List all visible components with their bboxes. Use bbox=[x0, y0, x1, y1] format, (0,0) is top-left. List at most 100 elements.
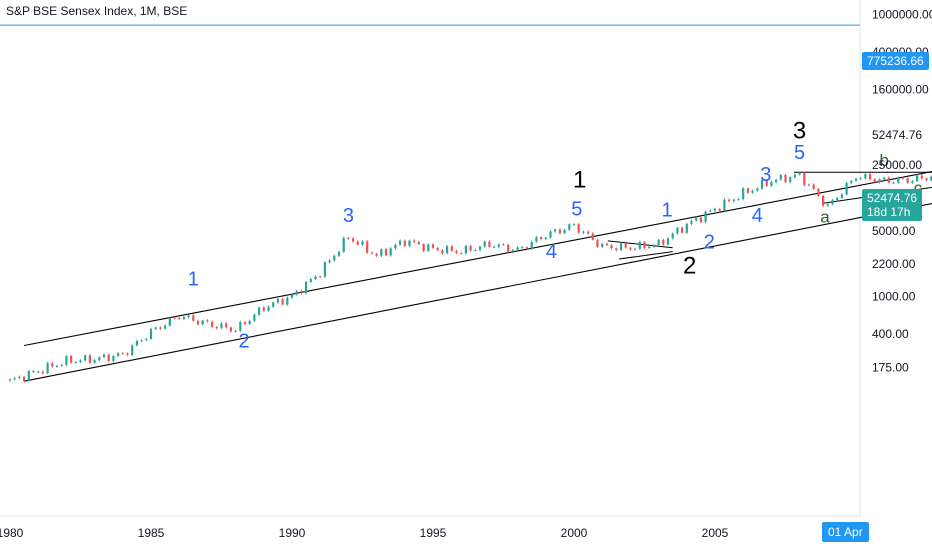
candle-body bbox=[394, 244, 397, 249]
candle-body bbox=[859, 178, 862, 180]
candle-body bbox=[488, 241, 491, 247]
candle-body bbox=[337, 251, 341, 256]
candle-body bbox=[826, 204, 829, 206]
candle-body bbox=[201, 320, 204, 325]
candle-body bbox=[18, 376, 21, 379]
candle-body bbox=[845, 182, 848, 195]
y-tick-label: 400.00 bbox=[872, 327, 909, 341]
candle-body bbox=[290, 294, 294, 298]
channel-line-0 bbox=[23, 170, 932, 347]
candle-body bbox=[276, 299, 279, 303]
candle-body bbox=[568, 224, 571, 230]
candle-body bbox=[695, 217, 698, 221]
candle-body bbox=[450, 246, 453, 251]
wave-label-blue-2: 2 bbox=[704, 231, 715, 253]
candle-body bbox=[55, 365, 59, 367]
candle-body bbox=[60, 364, 63, 366]
chart-title: S&P BSE Sensex Index, 1M, BSE bbox=[6, 4, 188, 18]
candle-body bbox=[793, 174, 796, 178]
y-tick-label: 52474.76 bbox=[872, 128, 922, 142]
candle-body bbox=[441, 250, 444, 254]
countdown-value: 18d 17h bbox=[867, 205, 911, 219]
candle-body bbox=[248, 320, 251, 324]
wave-label-blue-4: 4 bbox=[752, 205, 763, 227]
candle-body bbox=[168, 317, 171, 326]
candles bbox=[8, 171, 932, 383]
candle-body bbox=[925, 178, 928, 181]
candle-body bbox=[502, 244, 505, 246]
current-price-value: 52474.76 bbox=[867, 191, 918, 205]
candle-body bbox=[117, 353, 120, 356]
candle-body bbox=[46, 363, 49, 374]
candle-body bbox=[577, 224, 580, 233]
candle-body bbox=[413, 240, 416, 243]
candle-body bbox=[342, 237, 345, 252]
candle-body bbox=[474, 250, 477, 252]
candle-body bbox=[243, 322, 247, 324]
candle-body bbox=[88, 355, 91, 363]
wave-label-blue-1: 1 bbox=[661, 199, 672, 221]
candle-body bbox=[507, 244, 510, 252]
candle-body bbox=[789, 177, 792, 183]
candle-body bbox=[361, 241, 364, 245]
candle-body bbox=[883, 177, 886, 180]
candle-body bbox=[610, 245, 613, 249]
candle-body bbox=[873, 179, 876, 183]
candle-body bbox=[920, 175, 923, 179]
candle-body bbox=[27, 371, 30, 382]
candle-body bbox=[427, 244, 430, 251]
candle-body bbox=[587, 231, 590, 234]
x-axis-ticks: 1980198519901995200020052010201520202025… bbox=[0, 526, 870, 540]
candle-body bbox=[417, 242, 420, 245]
candle-body bbox=[854, 178, 858, 181]
wave-label-blue-2: 2 bbox=[238, 331, 249, 353]
candle-body bbox=[911, 180, 914, 183]
candle-body bbox=[305, 281, 308, 294]
x-tick-label: 1985 bbox=[138, 526, 165, 540]
candle-body bbox=[892, 182, 895, 184]
candle-body bbox=[145, 338, 148, 341]
wave-label-green-b: b bbox=[879, 151, 888, 170]
candle-body bbox=[356, 241, 359, 245]
current-price-tag: 52474.76 18d 17h bbox=[862, 189, 923, 221]
channel-line-1 bbox=[23, 202, 932, 382]
candle-body bbox=[384, 249, 388, 256]
candle-body bbox=[389, 248, 392, 256]
candle-body bbox=[455, 250, 458, 254]
candle-body bbox=[718, 208, 721, 211]
candle-body bbox=[366, 241, 369, 253]
wave-label-blue-1: 1 bbox=[188, 269, 199, 291]
candle-body bbox=[831, 200, 834, 205]
candle-body bbox=[469, 245, 472, 251]
candle-body bbox=[685, 223, 688, 233]
candle-body bbox=[8, 379, 12, 381]
candle-body bbox=[742, 188, 745, 200]
candle-body bbox=[239, 322, 242, 331]
candle-body bbox=[380, 249, 383, 256]
candle-body bbox=[765, 180, 768, 186]
candle-body bbox=[70, 356, 73, 363]
candle-body bbox=[812, 184, 815, 190]
candle-body bbox=[704, 211, 707, 223]
candle-body bbox=[319, 276, 322, 278]
candle-body bbox=[262, 307, 265, 311]
candle-body bbox=[887, 177, 890, 183]
candle-body bbox=[572, 224, 576, 226]
candle-body bbox=[676, 227, 679, 234]
candle-body bbox=[728, 199, 731, 202]
wave-label-black-2: 2 bbox=[683, 253, 696, 280]
candle-body bbox=[300, 290, 303, 294]
candle-body bbox=[267, 306, 270, 311]
candle-body bbox=[549, 231, 552, 238]
candle-body bbox=[403, 240, 406, 246]
candle-body bbox=[798, 172, 801, 175]
candle-body bbox=[121, 353, 124, 355]
candle-body bbox=[370, 252, 373, 254]
candle-body bbox=[112, 355, 115, 362]
candle-body bbox=[135, 340, 138, 346]
candle-body bbox=[690, 220, 693, 224]
candle-body bbox=[323, 262, 326, 277]
candle-body bbox=[196, 320, 200, 325]
candle-body bbox=[615, 248, 618, 251]
